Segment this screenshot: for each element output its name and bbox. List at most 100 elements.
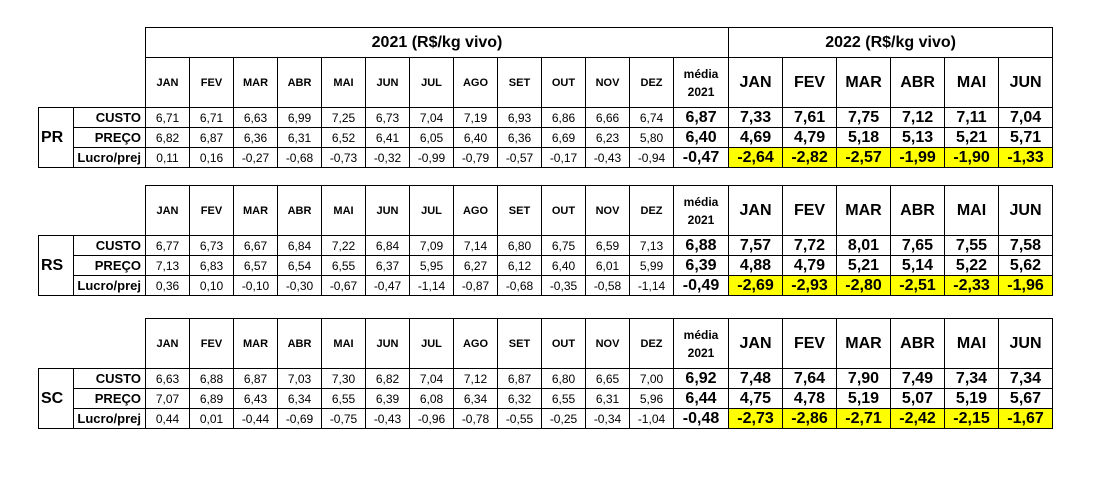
value-2021: -0,78: [453, 408, 498, 429]
value-2021: 6,55: [321, 255, 366, 276]
value-2021: -0,73: [321, 147, 366, 168]
month-2021: AGO: [453, 318, 498, 369]
value-2021: -0,79: [453, 147, 498, 168]
month-2022: MAR: [836, 318, 891, 369]
value-2021: 6,71: [189, 107, 234, 128]
value-2022: 4,75: [728, 388, 783, 409]
value-2022: -1,67: [998, 408, 1053, 429]
month-2021: MAI: [321, 57, 366, 108]
state-label: SC: [38, 368, 74, 429]
value-2021: 6,34: [277, 388, 322, 409]
value-2022: 5,07: [890, 388, 945, 409]
value-2021: 6,52: [321, 127, 366, 148]
value-2021: 6,73: [189, 235, 234, 256]
value-2021: -0,43: [365, 408, 410, 429]
month-2021: MAI: [321, 318, 366, 369]
month-2021: MAR: [233, 57, 278, 108]
value-2021: 7,12: [453, 368, 498, 389]
media-value: 6,92: [673, 368, 729, 389]
media-value: 6,40: [672, 127, 730, 148]
data-table: JAN FEV MAR ABR MAI JUN JUL AGO SET OUT NOV DEZ médi…: [38, 185, 1053, 296]
month-2022: JAN: [728, 57, 784, 108]
value-2021: -1,04: [629, 408, 674, 429]
value-2021: 5,95: [409, 255, 454, 276]
month-2021: MAR: [233, 318, 278, 369]
month-2021: DEZ: [629, 57, 674, 108]
year-2022-header: 2022 (R$/kg vivo): [728, 27, 1054, 58]
value-2021: 7,19: [453, 107, 498, 128]
month-2022: JUN: [998, 185, 1053, 236]
value-2021: 0,01: [189, 408, 234, 429]
media-value: -0,48: [673, 408, 729, 429]
value-2021: 7,22: [321, 235, 366, 256]
value-2021: 7,25: [321, 107, 366, 128]
value-2022: 7,64: [782, 368, 837, 389]
year-2021-header: 2021 (R$/kg vivo): [144, 27, 730, 58]
month-2022: JAN: [728, 318, 783, 369]
value-2021: -0,68: [277, 147, 322, 168]
value-2021: -0,55: [497, 408, 542, 429]
value-2022: 7,49: [890, 368, 945, 389]
value-2022: 5,19: [836, 388, 891, 409]
value-2021: 0,11: [145, 147, 190, 168]
value-2022: 5,67: [998, 388, 1053, 409]
value-2021: 7,04: [409, 107, 454, 128]
value-2021: 6,55: [541, 388, 586, 409]
value-2022: -1,33: [998, 147, 1054, 168]
value-2021: 7,00: [629, 368, 674, 389]
row-label: CUSTO: [73, 107, 146, 128]
month-2021: NOV: [585, 57, 630, 108]
value-2021: 6,83: [189, 255, 234, 276]
value-2021: -0,96: [409, 408, 454, 429]
value-2021: 6,63: [145, 368, 190, 389]
value-2022: 7,04: [998, 107, 1054, 128]
value-2021: 6,80: [541, 368, 586, 389]
media-header: média 2021: [672, 57, 730, 108]
value-2021: 6,99: [277, 107, 322, 128]
blank-cell: [39, 58, 146, 108]
value-2022: 7,33: [728, 107, 784, 128]
value-2021: 6,88: [189, 368, 234, 389]
value-2021: 6,34: [453, 388, 498, 409]
month-2021: ABR: [277, 57, 322, 108]
month-2021: FEV: [189, 185, 234, 236]
value-2022: 7,48: [728, 368, 783, 389]
month-2021: ABR: [277, 318, 322, 369]
value-2022: 5,13: [890, 127, 946, 148]
value-2022: -1,90: [944, 147, 1000, 168]
value-2022: 8,01: [836, 235, 891, 256]
month-2022: ABR: [890, 318, 945, 369]
value-2022: 7,61: [782, 107, 838, 128]
value-2021: 7,14: [453, 235, 498, 256]
month-2021: JUL: [409, 318, 454, 369]
value-2021: 0,44: [145, 408, 190, 429]
value-2021: -0,87: [453, 275, 498, 296]
value-2022: 4,79: [782, 255, 837, 276]
value-2021: 6,31: [585, 388, 630, 409]
value-2021: 6,87: [189, 127, 234, 148]
state-label: PR: [38, 107, 74, 168]
value-2022: 5,21: [944, 127, 1000, 148]
month-2021: MAR: [233, 185, 278, 236]
value-2022: -2,15: [944, 408, 999, 429]
value-2021: 6,86: [541, 107, 586, 128]
value-2021: 6,66: [585, 107, 630, 128]
value-2022: -1,99: [890, 147, 946, 168]
value-2021: 6,93: [497, 107, 542, 128]
value-2021: 6,31: [277, 127, 322, 148]
value-2021: 6,75: [541, 235, 586, 256]
data-row: Lucro/prej 0,36 0,10 -0,10 -0,30 -0,67 -0,47 -1…: [39, 275, 1053, 296]
row-label: PREÇO: [73, 388, 146, 409]
value-2021: 6,37: [365, 255, 410, 276]
value-2021: -0,58: [585, 275, 630, 296]
row-label: Lucro/prej: [73, 147, 146, 168]
value-2021: 6,87: [497, 368, 542, 389]
month-2022: ABR: [890, 57, 946, 108]
month-2022: JUN: [998, 57, 1054, 108]
value-2022: -2,80: [836, 275, 891, 296]
month-2022: JAN: [728, 185, 783, 236]
value-2021: 6,55: [321, 388, 366, 409]
value-2021: -0,69: [277, 408, 322, 429]
value-2021: -0,68: [497, 275, 542, 296]
